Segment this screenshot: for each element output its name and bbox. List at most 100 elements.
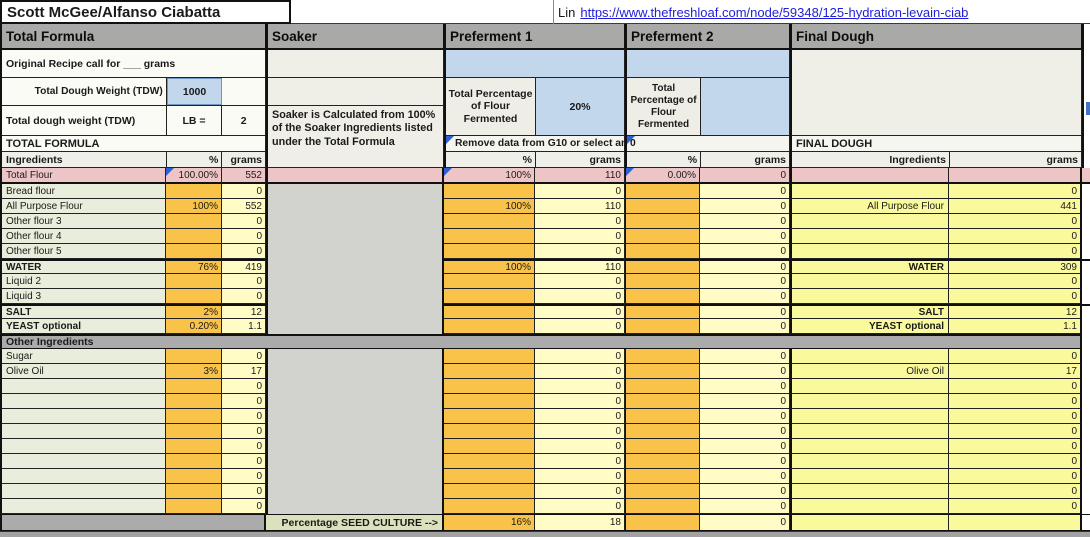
tf-grams-cell[interactable]: 0 (222, 454, 266, 469)
p1-seed-grams[interactable]: 18 (535, 514, 625, 531)
p2-pct-cell[interactable] (625, 304, 700, 319)
fd-ingredient-cell[interactable] (790, 439, 949, 454)
fd-ingredient-cell[interactable] (790, 289, 949, 304)
fd-ingredient-cell[interactable] (790, 469, 949, 484)
fd-ingredient-cell[interactable] (790, 454, 949, 469)
p2-grams-cell[interactable]: 0 (700, 394, 790, 409)
p1-pct-cell[interactable] (444, 289, 535, 304)
col-header-pct[interactable]: % (166, 152, 223, 167)
section-header-soaker[interactable]: Soaker (268, 24, 444, 50)
p1-total-grams[interactable]: 110 (535, 168, 625, 184)
sheet-title-cell[interactable]: Scott McGee/Alfanso Ciabatta (0, 0, 291, 24)
fd-grams-cell[interactable]: 12 (949, 304, 1082, 319)
p2-pct-cell[interactable] (625, 424, 700, 439)
ingredient-label[interactable]: Other flour 5 (0, 244, 166, 259)
ingredient-label[interactable]: SALT (0, 304, 166, 319)
p2-grams-cell[interactable]: 0 (700, 289, 790, 304)
p2-pct-cell[interactable] (625, 409, 700, 424)
ingredient-label[interactable]: YEAST optional (0, 319, 166, 334)
p1-pct-cell[interactable] (444, 454, 535, 469)
tdw-lb-label[interactable]: Total dough weight (TDW) (2, 106, 167, 135)
fd-grams-cell[interactable]: 0 (949, 439, 1082, 454)
p1-grams-cell[interactable]: 0 (535, 469, 625, 484)
p1-pct-cell[interactable]: 100% (444, 259, 535, 274)
fd-ingredient-cell[interactable]: YEAST optional (790, 319, 949, 334)
fd-grams-cell[interactable]: 17 (949, 364, 1082, 379)
fd-ingredient-cell[interactable]: SALT (790, 304, 949, 319)
p2-seed-pct[interactable] (625, 514, 700, 531)
p2-grams-cell[interactable]: 0 (700, 424, 790, 439)
tf-grams-cell[interactable]: 0 (222, 184, 266, 199)
tf-pct-cell[interactable] (166, 289, 222, 304)
p2-grams-cell[interactable]: 0 (700, 259, 790, 274)
total-flour-grams[interactable]: 552 (222, 168, 266, 184)
p1-pct-cell[interactable] (444, 184, 535, 199)
p2-grams-cell[interactable]: 0 (700, 319, 790, 334)
fd-total-grams[interactable] (949, 168, 1082, 184)
fd-grams-cell[interactable]: 0 (949, 424, 1082, 439)
tf-pct-cell[interactable] (166, 499, 222, 514)
p1-grams-cell[interactable]: 0 (535, 499, 625, 514)
p2-pct-cell[interactable] (625, 274, 700, 289)
p1-pct-cell[interactable] (444, 364, 535, 379)
fd-total-name[interactable] (790, 168, 949, 184)
ingredient-label[interactable]: Olive Oil (0, 364, 166, 379)
tf-pct-cell[interactable] (166, 214, 222, 229)
p2-pct-cell[interactable] (625, 439, 700, 454)
p2-grams-cell[interactable]: 0 (700, 454, 790, 469)
tf-pct-cell[interactable] (166, 184, 222, 199)
p1-grams-cell[interactable]: 0 (535, 184, 625, 199)
ingredient-label[interactable] (0, 424, 166, 439)
fd-grams-cell[interactable]: 0 (949, 454, 1082, 469)
p1-pct-cell[interactable] (444, 274, 535, 289)
p1-tpff-value[interactable]: 20% (536, 78, 625, 135)
tf-pct-cell[interactable] (166, 244, 222, 259)
p1-pct-cell[interactable] (444, 319, 535, 334)
p2-pct-cell[interactable] (625, 484, 700, 499)
p2-col-grams[interactable]: grams (701, 152, 790, 167)
fd-grams-cell[interactable]: 0 (949, 184, 1082, 199)
other-ingredients-band[interactable]: Other Ingredients (0, 334, 1082, 349)
p2-pct-cell[interactable] (625, 244, 700, 259)
seed-culture-label[interactable]: Percentage SEED CULTURE --> (266, 514, 444, 531)
p2-pct-cell[interactable] (625, 289, 700, 304)
p2-grams-cell[interactable]: 0 (700, 349, 790, 364)
p1-grams-cell[interactable]: 0 (535, 364, 625, 379)
p2-pct-cell[interactable] (625, 349, 700, 364)
p1-grams-cell[interactable]: 0 (535, 229, 625, 244)
lb-eq-cell[interactable]: LB = (166, 106, 223, 135)
lb-value-cell[interactable]: 2 (222, 106, 266, 135)
p2-pct-cell[interactable] (625, 379, 700, 394)
tf-pct-cell[interactable]: 2% (166, 304, 222, 319)
p1-grams-cell[interactable]: 0 (535, 289, 625, 304)
tf-pct-cell[interactable] (166, 469, 222, 484)
p2-pct-cell[interactable] (625, 454, 700, 469)
tf-grams-cell[interactable]: 0 (222, 244, 266, 259)
tf-grams-cell[interactable]: 0 (222, 214, 266, 229)
fd-ingredient-cell[interactable]: All Purpose Flour (790, 199, 949, 214)
p1-grams-cell[interactable]: 0 (535, 439, 625, 454)
ingredient-label[interactable]: Other flour 3 (0, 214, 166, 229)
p2-grams-cell[interactable]: 0 (700, 244, 790, 259)
p2-note-cell[interactable]: 0 (627, 136, 790, 152)
fd-grams-cell[interactable]: 0 (949, 289, 1082, 304)
p1-grams-cell[interactable]: 0 (535, 394, 625, 409)
tf-pct-cell[interactable] (166, 394, 222, 409)
tf-pct-cell[interactable] (166, 424, 222, 439)
fd-ingredient-cell[interactable] (790, 409, 949, 424)
p1-grams-cell[interactable]: 0 (535, 454, 625, 469)
section-header-total-formula[interactable]: Total Formula (2, 24, 266, 50)
p1-note-cell[interactable]: Remove data from G10 or select an (446, 136, 625, 152)
p1-grams-cell[interactable]: 0 (535, 379, 625, 394)
tf-grams-cell[interactable]: 0 (222, 439, 266, 454)
ingredient-label[interactable]: Other flour 4 (0, 229, 166, 244)
tf-grams-cell[interactable]: 0 (222, 484, 266, 499)
ingredient-label[interactable] (0, 394, 166, 409)
p2-grams-cell[interactable]: 0 (700, 469, 790, 484)
tf-pct-cell[interactable] (166, 439, 222, 454)
fd-grams-cell[interactable]: 0 (949, 349, 1082, 364)
tf-grams-cell[interactable]: 0 (222, 229, 266, 244)
fd-grams-cell[interactable]: 1.1 (949, 319, 1082, 334)
p2-pct-cell[interactable] (625, 229, 700, 244)
ingredient-label[interactable]: Liquid 2 (0, 274, 166, 289)
